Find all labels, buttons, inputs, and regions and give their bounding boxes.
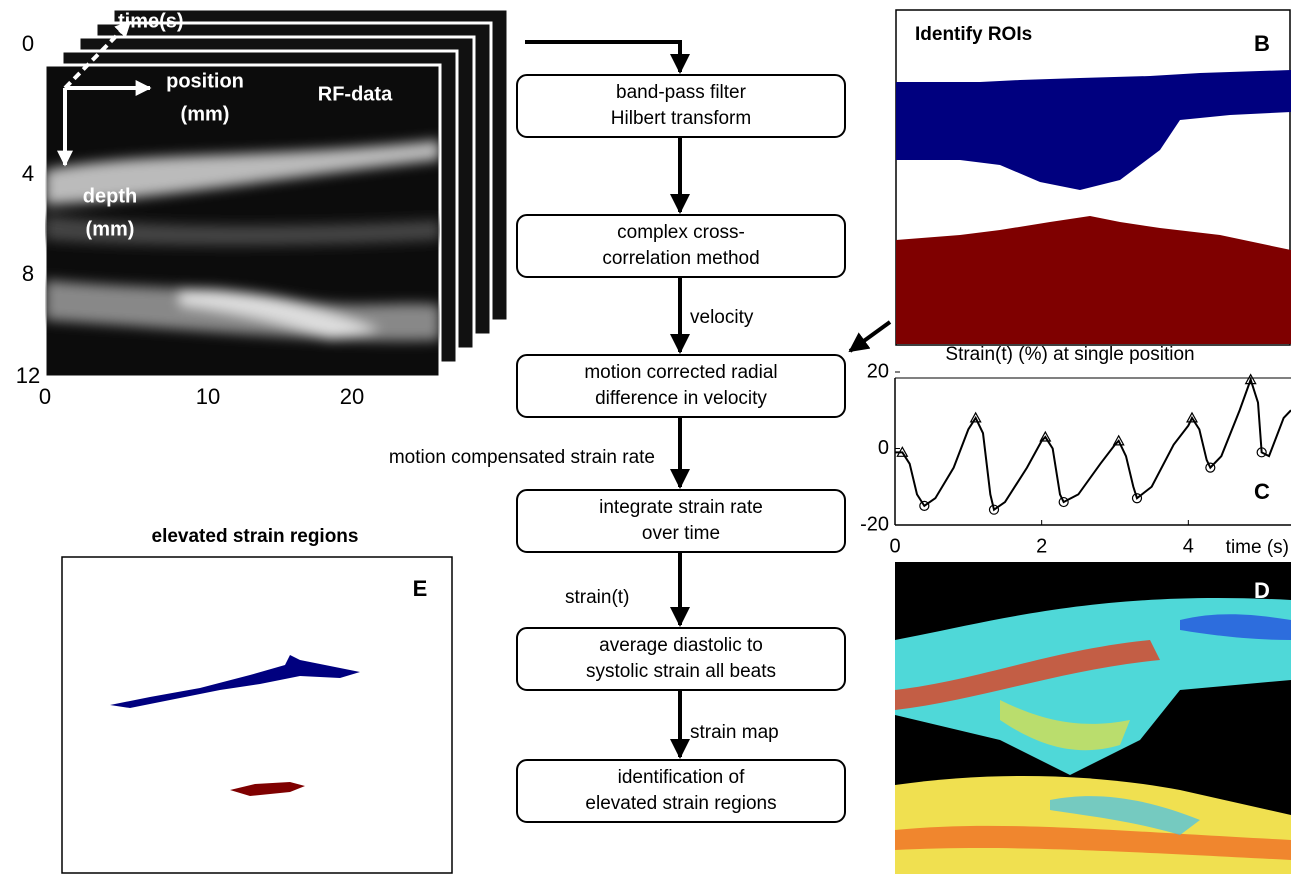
flow-label: elevated strain regions <box>585 793 776 814</box>
panel-letter: D <box>1254 578 1270 603</box>
time-label: time(s) <box>118 10 184 32</box>
panel-letter: E <box>413 576 428 601</box>
depth-label: depth <box>83 185 137 207</box>
depth-unit: (mm) <box>86 218 135 240</box>
position-unit: (mm) <box>181 103 230 125</box>
position-label: position <box>166 70 244 92</box>
flow-label: systolic strain all beats <box>586 661 776 682</box>
x-axis-label: time (s) <box>1226 537 1289 558</box>
y-tick-label: 0 <box>878 437 889 459</box>
flow-label: band-pass filter <box>616 82 747 103</box>
panel-e <box>62 557 452 873</box>
rf-label: RF-data <box>318 83 393 105</box>
chart-title: Strain(t) (%) at single position <box>945 344 1194 365</box>
depth-tick: 12 <box>16 363 40 388</box>
depth-tick: 0 <box>22 31 34 56</box>
flow-label: identification of <box>618 767 745 788</box>
flow-label: over time <box>642 523 720 544</box>
flow-label: average diastolic to <box>599 635 763 656</box>
figure: time(s) position (mm) RF-data depth (mm)… <box>0 0 1291 874</box>
position-tick: 10 <box>196 384 220 409</box>
depth-tick: 8 <box>22 261 34 286</box>
y-tick-label: -20 <box>860 513 889 535</box>
flow-label: motion corrected radial <box>584 362 777 383</box>
edge-label: strain(t) <box>565 587 629 608</box>
x-tick-label: 4 <box>1183 535 1194 557</box>
flow-label: correlation method <box>602 248 759 269</box>
flow-label: difference in velocity <box>595 388 767 409</box>
depth-tick: 4 <box>22 161 34 186</box>
strain-map <box>895 562 1291 874</box>
edge-label: velocity <box>690 307 754 328</box>
flow-label: complex cross- <box>617 222 745 243</box>
flow-label: Hilbert transform <box>611 108 751 129</box>
x-tick-label: 0 <box>889 535 900 557</box>
position-tick: 20 <box>340 384 364 409</box>
panel-letter: C <box>1254 479 1270 504</box>
x-tick-label: 2 <box>1036 535 1047 557</box>
position-tick: 0 <box>39 384 51 409</box>
strain-line <box>895 380 1291 510</box>
panel-title: Identify ROIs <box>915 24 1032 45</box>
flow-label: integrate strain rate <box>599 497 763 518</box>
edge-label: motion compensated strain rate <box>389 447 655 468</box>
edge-label: strain map <box>690 722 779 743</box>
panel-title: elevated strain regions <box>152 526 359 547</box>
y-tick-label: 20 <box>867 360 889 382</box>
panel-letter: B <box>1254 31 1270 56</box>
